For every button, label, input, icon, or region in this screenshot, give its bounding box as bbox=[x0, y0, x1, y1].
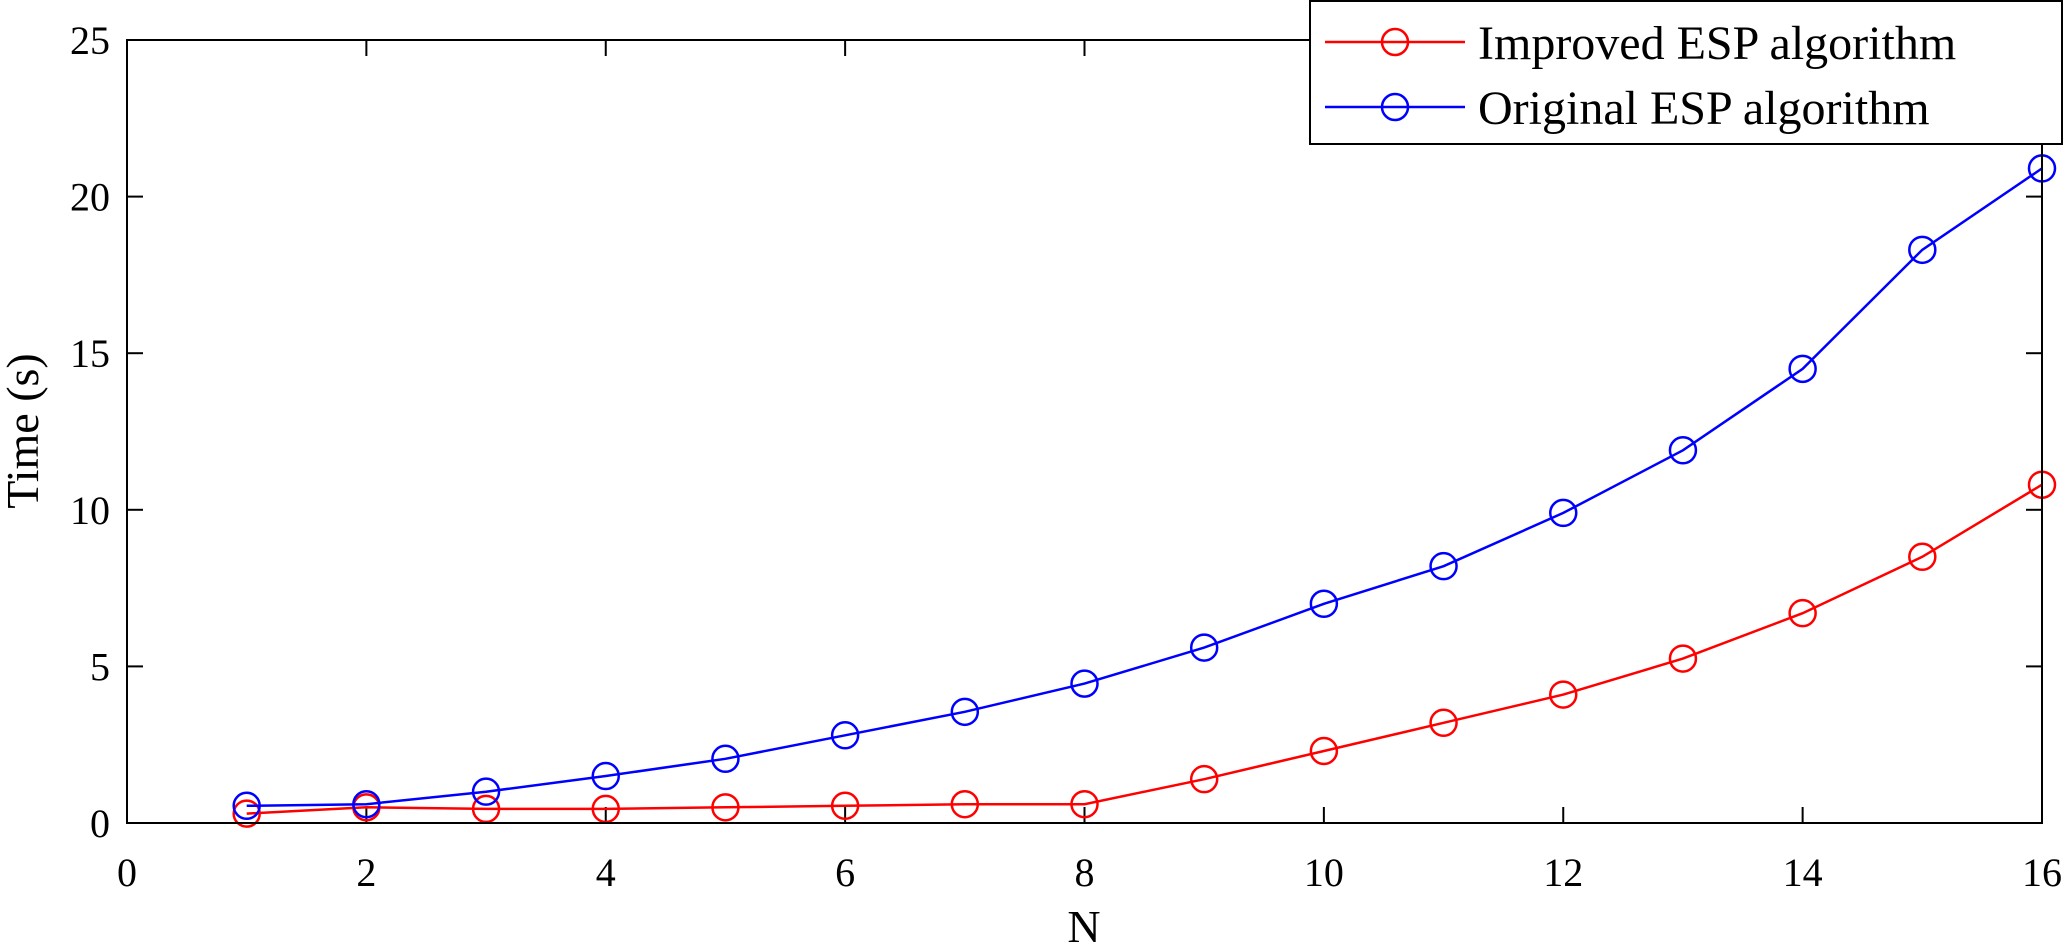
x-tick-label: 6 bbox=[835, 850, 855, 895]
data-point bbox=[830, 791, 860, 821]
data-point bbox=[1549, 498, 1578, 528]
legend-label: Original ESP algorithm bbox=[1478, 82, 1930, 135]
x-tick-label: 12 bbox=[1543, 850, 1583, 895]
x-tick-label: 16 bbox=[2022, 850, 2062, 895]
data-point bbox=[1429, 551, 1458, 581]
data-point bbox=[1309, 736, 1339, 766]
x-tick-label: 0 bbox=[117, 850, 137, 895]
data-point bbox=[830, 721, 860, 750]
data-point bbox=[1429, 708, 1458, 738]
data-point bbox=[591, 761, 620, 791]
data-point bbox=[1070, 669, 1099, 698]
series-line bbox=[246, 167, 2043, 808]
tick-labels: 0 2 4 6 8 10 12 14 16 0 5 10 15 20 25 bbox=[70, 18, 2062, 895]
legend-marker bbox=[1380, 27, 1410, 57]
plot-frame bbox=[126, 39, 2043, 824]
legend-marker bbox=[1380, 92, 1410, 122]
y-tick-label: 10 bbox=[70, 488, 110, 533]
x-tick-label: 10 bbox=[1304, 850, 1344, 895]
data-point bbox=[591, 794, 620, 824]
data-point bbox=[1189, 633, 1219, 662]
data-point bbox=[1788, 598, 1817, 628]
x-tick-label: 2 bbox=[356, 850, 376, 895]
legend-label: Improved ESP algorithm bbox=[1478, 17, 1956, 70]
data-point bbox=[1668, 644, 1698, 673]
y-tick-label: 25 bbox=[70, 18, 110, 63]
data-point bbox=[471, 777, 501, 806]
x-tick-label: 14 bbox=[1783, 850, 1823, 895]
data-point bbox=[232, 799, 261, 828]
data-point bbox=[1549, 680, 1578, 709]
legend-item: Original ESP algorithm bbox=[1325, 82, 1930, 135]
series-1 bbox=[232, 470, 2057, 828]
data-point bbox=[950, 697, 980, 727]
legend-item: Improved ESP algorithm bbox=[1325, 17, 1956, 70]
x-tick-label: 4 bbox=[596, 850, 616, 895]
data-point bbox=[1070, 789, 1099, 819]
data-point bbox=[1668, 436, 1698, 465]
x-axis-title: N bbox=[1067, 901, 1100, 946]
data-point bbox=[950, 789, 980, 819]
legend: Improved ESP algorithm Original ESP algor… bbox=[1309, 0, 2063, 145]
data-point bbox=[1908, 542, 1937, 572]
x-tick-label: 8 bbox=[1075, 850, 1095, 895]
data-point bbox=[711, 793, 740, 822]
y-tick-label: 20 bbox=[70, 175, 110, 220]
series-line bbox=[246, 483, 2043, 815]
data-point bbox=[1908, 235, 1937, 265]
data-point bbox=[711, 744, 740, 774]
data-point bbox=[232, 791, 261, 821]
y-tick-label: 15 bbox=[70, 331, 110, 376]
data-point bbox=[1309, 589, 1339, 619]
y-tick-label: 0 bbox=[90, 801, 110, 846]
legend-box bbox=[1309, 0, 2063, 145]
data-point bbox=[471, 794, 501, 824]
plot-area bbox=[127, 40, 2042, 823]
data-point bbox=[352, 789, 381, 819]
data-point bbox=[1189, 764, 1219, 794]
data-point bbox=[1788, 354, 1817, 384]
y-axis-title: Time (s) bbox=[0, 353, 48, 509]
y-tick-label: 5 bbox=[90, 644, 110, 689]
